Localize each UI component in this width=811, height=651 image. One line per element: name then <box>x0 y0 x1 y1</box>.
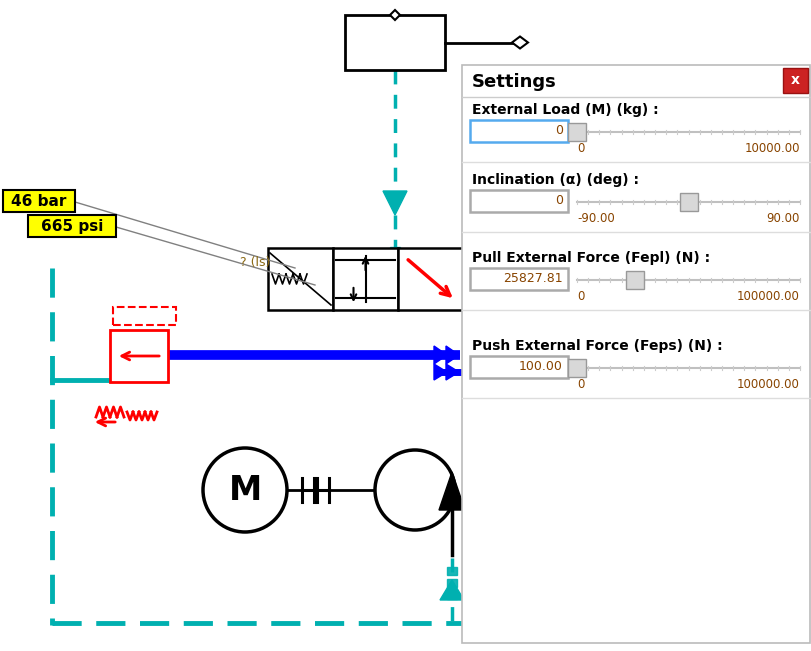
Bar <box>390 247 400 255</box>
Text: 0: 0 <box>577 290 585 303</box>
Polygon shape <box>446 346 459 364</box>
Polygon shape <box>684 615 700 631</box>
Text: 90.00: 90.00 <box>766 212 800 225</box>
Bar <box>390 259 400 267</box>
Text: 0: 0 <box>555 124 563 137</box>
Text: 10000.00: 10000.00 <box>744 142 800 155</box>
Bar <box>462 65 810 643</box>
Circle shape <box>375 450 455 530</box>
Bar <box>470 268 568 290</box>
Polygon shape <box>446 364 459 380</box>
Bar <box>113 307 176 325</box>
Bar <box>110 330 168 382</box>
Text: Settings: Settings <box>472 73 556 91</box>
Text: 46 bar: 46 bar <box>11 195 67 210</box>
Bar <box>470 356 568 378</box>
Bar <box>333 248 398 310</box>
Text: 0: 0 <box>577 142 585 155</box>
Text: 665 psi: 665 psi <box>41 219 103 234</box>
Bar <box>680 193 697 211</box>
Text: 100000.00: 100000.00 <box>737 290 800 303</box>
Bar <box>3 190 75 212</box>
Bar <box>568 123 586 141</box>
Polygon shape <box>383 191 407 215</box>
Bar <box>625 271 644 289</box>
Text: ? (ls): ? (ls) <box>240 256 270 269</box>
Bar <box>470 120 568 142</box>
Bar <box>447 591 457 599</box>
Text: x: x <box>791 74 800 87</box>
Bar <box>447 579 457 587</box>
Text: External Load (M) (kg) :: External Load (M) (kg) : <box>472 103 659 117</box>
Bar <box>783 68 808 93</box>
Polygon shape <box>440 580 464 600</box>
Text: -90.00: -90.00 <box>577 212 615 225</box>
Polygon shape <box>434 346 447 364</box>
Text: Pull External Force (Fepl) (N) :: Pull External Force (Fepl) (N) : <box>472 251 710 265</box>
Text: 0: 0 <box>555 195 563 208</box>
Polygon shape <box>512 36 528 49</box>
Bar <box>569 359 586 377</box>
Bar <box>345 15 445 70</box>
Text: 0: 0 <box>577 378 585 391</box>
Polygon shape <box>439 472 465 510</box>
Text: M: M <box>229 473 262 506</box>
Bar <box>28 215 116 237</box>
Bar <box>470 190 568 212</box>
Text: 100.00: 100.00 <box>519 361 563 374</box>
Bar <box>447 567 457 575</box>
Bar <box>398 248 463 310</box>
Text: Push External Force (Feps) (N) :: Push External Force (Feps) (N) : <box>472 339 723 353</box>
Bar <box>268 248 333 310</box>
Polygon shape <box>702 615 718 631</box>
Text: 100000.00: 100000.00 <box>737 378 800 391</box>
Bar <box>390 271 400 279</box>
Text: 25827.81: 25827.81 <box>504 273 563 286</box>
Circle shape <box>203 448 287 532</box>
Text: Inclination (α) (deg) :: Inclination (α) (deg) : <box>472 173 639 187</box>
Polygon shape <box>434 364 447 380</box>
